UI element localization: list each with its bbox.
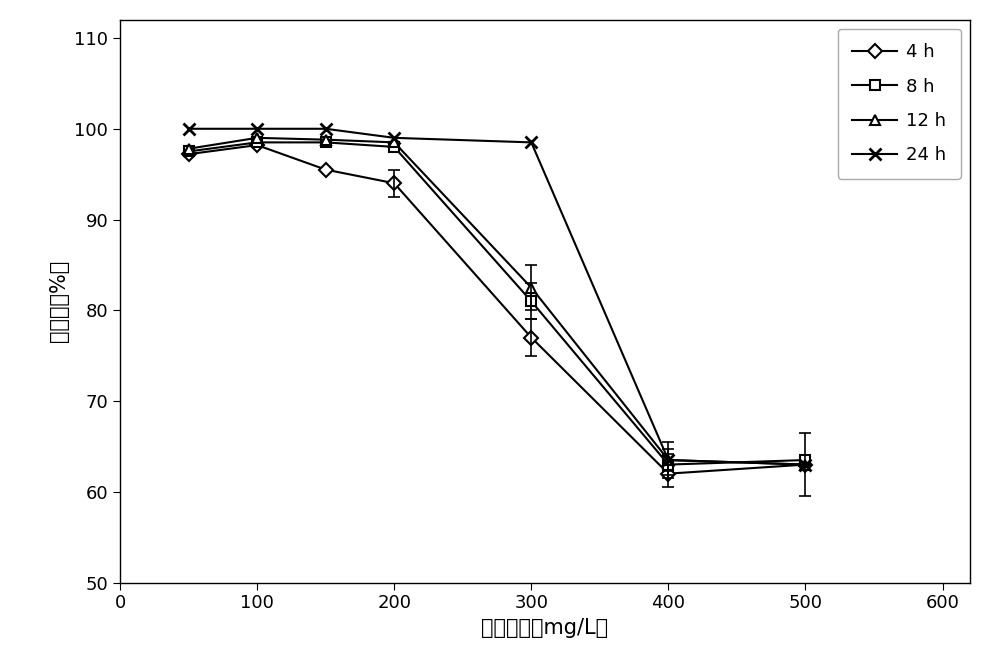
- 24 h: [251, 125, 263, 133]
- 24 h: [662, 456, 674, 464]
- 4 h: [388, 179, 400, 187]
- 24 h: [525, 138, 537, 146]
- 8 h: [251, 138, 263, 146]
- 8 h: [388, 143, 400, 151]
- 12 h: [388, 138, 400, 146]
- Line: 8 h: 8 h: [184, 138, 810, 469]
- X-axis label: 染料浓度（mg/L）: 染料浓度（mg/L）: [481, 618, 609, 638]
- 12 h: [799, 461, 811, 469]
- 4 h: [799, 461, 811, 469]
- 4 h: [320, 166, 332, 173]
- Y-axis label: 脱色率（%）: 脱色率（%）: [49, 260, 69, 342]
- 12 h: [251, 134, 263, 142]
- 8 h: [799, 456, 811, 464]
- 4 h: [251, 141, 263, 149]
- 24 h: [320, 125, 332, 133]
- Legend: 4 h, 8 h, 12 h, 24 h: 4 h, 8 h, 12 h, 24 h: [838, 29, 961, 179]
- 24 h: [183, 125, 195, 133]
- Line: 4 h: 4 h: [184, 140, 810, 479]
- 12 h: [525, 283, 537, 291]
- 8 h: [183, 148, 195, 156]
- Line: 24 h: 24 h: [182, 122, 812, 471]
- 12 h: [662, 456, 674, 464]
- 12 h: [320, 136, 332, 144]
- 12 h: [183, 145, 195, 153]
- 8 h: [662, 461, 674, 469]
- 24 h: [799, 461, 811, 469]
- 24 h: [388, 134, 400, 142]
- 4 h: [525, 334, 537, 342]
- 4 h: [183, 150, 195, 158]
- 4 h: [662, 469, 674, 477]
- Line: 12 h: 12 h: [184, 133, 810, 469]
- 8 h: [320, 138, 332, 146]
- 8 h: [525, 297, 537, 305]
